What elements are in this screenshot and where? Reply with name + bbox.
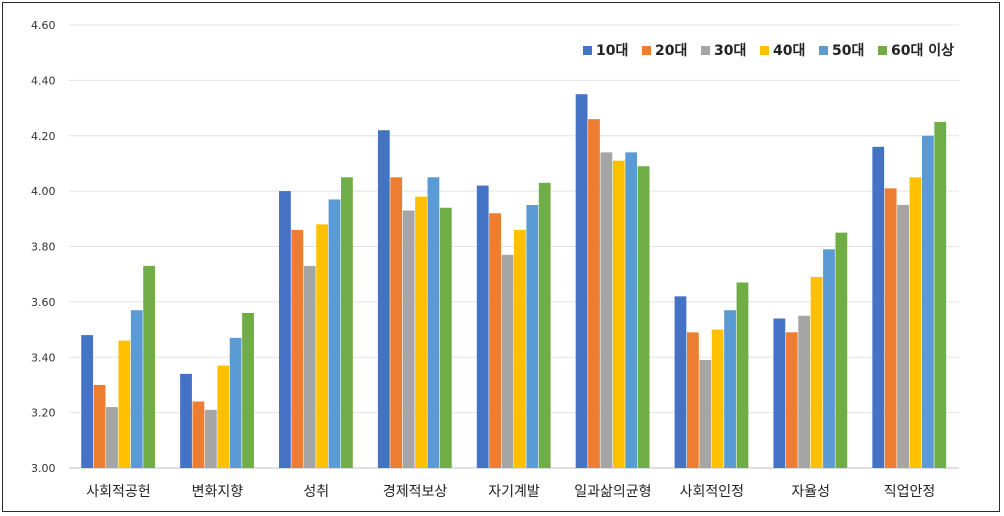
y-tick-label: 3.00 [31, 462, 56, 475]
bar [279, 191, 291, 468]
legend-label: 10대 [596, 43, 628, 59]
legend-swatch [819, 46, 828, 55]
bar [612, 160, 625, 468]
y-tick-label: 3.60 [31, 296, 56, 309]
x-tick-label: 자율성 [791, 484, 830, 500]
legend-label: 20대 [655, 43, 687, 59]
bar [217, 365, 230, 468]
bar [637, 166, 650, 469]
y-tick-label: 4.60 [31, 19, 56, 32]
bar [242, 312, 254, 468]
bar [204, 409, 217, 468]
bar [711, 329, 724, 468]
bar [724, 310, 736, 468]
x-tick-label: 사회적공헌 [86, 484, 150, 500]
bar [538, 182, 551, 468]
y-tick-label: 3.20 [31, 407, 56, 420]
bar [625, 152, 638, 469]
bar [501, 254, 514, 468]
bar [93, 384, 106, 468]
bar [872, 146, 885, 468]
legend-label: 60대 이상 [891, 42, 954, 59]
bar [192, 401, 205, 468]
bar [835, 232, 848, 468]
bars [81, 94, 947, 469]
legend-swatch [878, 46, 887, 55]
legend-label: 30대 [714, 43, 746, 59]
bar [180, 373, 192, 468]
bar [588, 119, 600, 468]
x-tick-label: 자기계발 [488, 484, 540, 500]
bar [316, 224, 329, 468]
x-tick-label: 일과삶의균형 [574, 484, 651, 500]
bar [600, 152, 613, 469]
y-tick-label: 4.20 [31, 130, 56, 143]
bar [106, 407, 118, 468]
y-tick-label: 4.00 [31, 185, 56, 198]
bar [575, 94, 588, 468]
bar [476, 185, 489, 468]
bar [291, 229, 304, 468]
legend-swatch [701, 46, 710, 55]
bar [823, 249, 835, 468]
bar [390, 177, 403, 468]
y-tick-label: 3.80 [31, 241, 56, 254]
bar [143, 265, 156, 468]
legend-swatch [583, 46, 592, 55]
bar [884, 188, 897, 468]
bar [118, 340, 131, 468]
x-tick-label: 사회적인정 [680, 484, 744, 500]
bar [489, 213, 501, 468]
bar [303, 265, 316, 468]
bar [439, 207, 452, 469]
bar [909, 177, 922, 468]
bar [328, 199, 341, 468]
bar [699, 360, 712, 468]
bar-chart: 3.00 3.20 3.40 3.60 3.80 4.00 4.20 4.40 4.60 사회적… [31, 19, 959, 500]
x-tick-label: 성취 [303, 484, 329, 500]
bar [736, 282, 749, 468]
bar [81, 335, 94, 468]
y-tick-label: 3.40 [31, 351, 56, 364]
x-axis: 사회적공헌 변화지향 성취 경제적보상 자기계발 일과삶의균형 사회적인정 자율성 직업안정 [86, 484, 935, 500]
bar [810, 276, 823, 468]
bar [415, 196, 427, 468]
x-tick-label: 경제적보상 [383, 484, 448, 500]
x-tick-label: 직업안정 [884, 484, 936, 500]
bar [526, 204, 539, 468]
bar [785, 332, 798, 468]
bar [934, 121, 947, 468]
bar [773, 318, 786, 468]
x-tick-label: 변화지향 [192, 484, 244, 500]
bar [514, 229, 526, 468]
bar [130, 310, 143, 468]
y-axis: 3.00 3.20 3.40 3.60 3.80 4.00 4.20 4.40 4.60 [31, 19, 56, 475]
legend: 10대 20대 30대 40대 50대 60대 이상 [583, 42, 954, 59]
legend-swatch [760, 46, 769, 55]
legend-label: 40대 [773, 43, 805, 59]
y-tick-label: 4.40 [31, 74, 56, 87]
bar [402, 210, 415, 468]
bar [686, 332, 699, 468]
bar [229, 337, 242, 468]
bar [798, 315, 811, 468]
bar [674, 296, 687, 468]
legend-label: 50대 [832, 43, 864, 59]
bar [377, 130, 390, 468]
bar [921, 135, 934, 468]
bar [897, 204, 909, 468]
bar [427, 177, 440, 468]
legend-swatch [642, 46, 651, 55]
bar [341, 177, 353, 468]
